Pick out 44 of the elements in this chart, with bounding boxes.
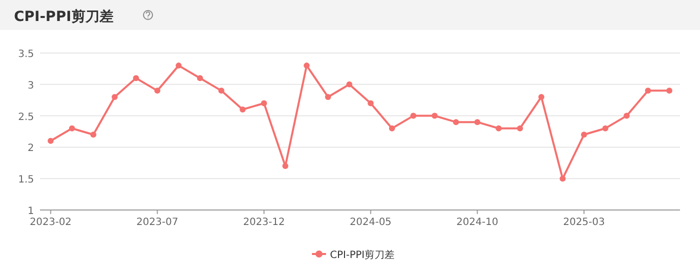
- point: [133, 75, 139, 82]
- x-tick-label: 2023-07: [136, 217, 178, 228]
- point: [602, 125, 608, 132]
- y-tick-label: 3: [28, 80, 34, 92]
- point: [346, 81, 352, 88]
- point: [496, 125, 502, 132]
- point: [666, 88, 672, 94]
- point: [154, 88, 160, 94]
- y-tick-label: 1.5: [18, 174, 34, 186]
- point: [645, 88, 651, 94]
- point: [453, 119, 459, 126]
- point: [538, 94, 544, 100]
- y-tick-label: 3.5: [18, 49, 34, 60]
- point: [474, 119, 480, 126]
- point: [48, 138, 54, 144]
- x-tick-label: 2023-12: [243, 217, 285, 228]
- chart-title: CPI-PPI剪刀差: [14, 8, 114, 25]
- point: [624, 112, 630, 119]
- x-tick-label: 2024-05: [350, 217, 392, 228]
- y-tick-label: 2: [28, 143, 34, 154]
- point: [432, 112, 438, 119]
- point: [282, 163, 288, 170]
- point: [517, 125, 523, 132]
- point: [410, 112, 416, 119]
- point: [90, 132, 96, 138]
- x-tick-label: 2024-10: [456, 217, 498, 228]
- point: [389, 125, 395, 132]
- point: [197, 75, 203, 82]
- point: [112, 94, 118, 100]
- point: [240, 106, 246, 113]
- y-tick-label: 2.5: [18, 112, 34, 123]
- legend-label: CPI-PPI剪刀差: [330, 249, 395, 261]
- y-tick-label: 1: [28, 206, 34, 217]
- point: [176, 62, 182, 69]
- point: [581, 132, 587, 138]
- x-tick-label: 2023-02: [30, 217, 72, 228]
- x-tick-label: 2025-03: [563, 217, 605, 228]
- point: [218, 88, 224, 94]
- point: [325, 94, 331, 100]
- point: [560, 176, 566, 182]
- point: [368, 100, 374, 106]
- point: [304, 62, 310, 69]
- point: [261, 100, 267, 106]
- point: [69, 125, 75, 132]
